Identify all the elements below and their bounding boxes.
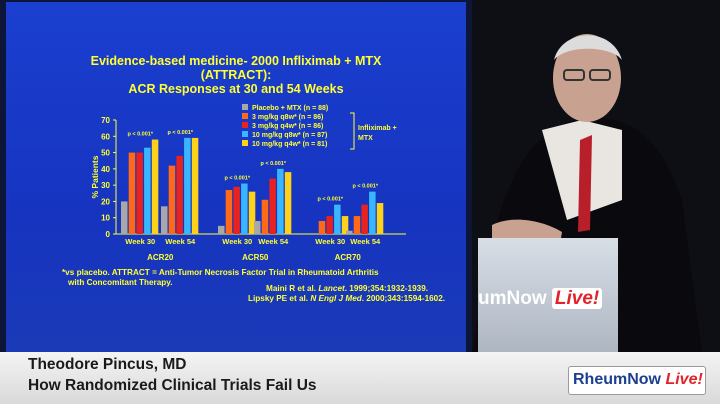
y-tick-label: 30 [101,181,110,190]
y-tick-label: 10 [101,214,110,223]
bar-acr20-week30-s2 [128,152,136,234]
pvalue-annotation: p < 0.001* [127,132,153,138]
legend-swatch-5 [242,140,248,146]
bar-acr50-week30-s5 [248,191,256,234]
bar-acr70-week30-s2 [318,220,326,234]
bar-acr50-week54-s2 [261,199,269,234]
group-label-acr70: ACR70 [335,253,362,262]
bar-acr50-week30-s1 [218,225,225,234]
bar-acr20-week54-s1 [161,206,168,234]
bar-acr70-week30-s5 [341,216,349,234]
group-label-acr20: ACR20 [147,253,174,262]
footnote-line-2: with Concomitant Therapy. [68,278,173,287]
slide: Evidence-based medicine- 2000 Infliximab… [6,2,466,352]
podium-logo: umNow Live! [478,288,608,318]
legend-swatch-2 [242,113,248,119]
timepoint-label: Week 54 [258,237,289,246]
bar-acr50-week54-s5 [284,172,292,234]
legend-swatch-3 [242,122,248,128]
bar-acr20-week30-s3 [136,152,143,234]
pvalue-annotation: p < 0.001* [260,161,286,167]
footnote-line-1: *vs placebo. ATTRACT = Anti-Tumor Necros… [62,268,379,277]
legend-entry-1: Placebo + MTX (n = 88) [252,105,328,112]
bar-acr70-week54-s2 [353,216,361,234]
legend-bracket-label-line1: Infliximab + [358,125,397,132]
bar-acr70-week54-s5 [376,203,384,234]
bar-acr50-week54-s3 [269,178,276,234]
legend-entry-5: 10 mg/kg q4w* (n = 81) [252,141,327,148]
pvalue-annotation: p < 0.001* [224,176,250,182]
group-label-acr50: ACR50 [242,253,269,262]
slide-title-line-1: Evidence-based medicine- 2000 Infliximab… [90,54,382,68]
y-tick-label: 0 [106,230,111,239]
pvalue-annotation: p < 0.001* [352,184,378,190]
pvalue-annotation: p < 0.001* [167,130,193,136]
slide-title-line-2: (ATTRACT): [200,68,272,82]
presentation-slide-area: Evidence-based medicine- 2000 Infliximab… [0,0,472,352]
timepoint-label: Week 54 [350,237,381,246]
legend-entry-3: 3 mg/kg q4w* (n = 86) [252,123,323,130]
timepoint-label: Week 30 [315,237,345,246]
bar-acr70-week54-s4 [369,191,376,234]
legend-swatch-1 [242,104,248,110]
bar-acr50-week54-s1 [254,220,261,234]
talk-title: How Randomized Clinical Trials Fail Us [28,377,317,394]
bar-acr70-week30-s4 [334,204,341,234]
legend-entry-4: 10 mg/kg q8w* (n = 87) [252,132,327,139]
bar-acr70-week54-s1 [346,230,353,234]
timepoint-label: Week 54 [165,237,196,246]
bar-acr20-week54-s2 [168,165,176,234]
bar-acr50-week30-s2 [225,190,233,234]
bar-acr70-week54-s3 [361,204,368,234]
y-tick-label: 60 [101,132,110,141]
rheumnow-live-logo: RheumNow Live! [568,366,706,395]
speaker-name: Theodore Pincus, MD [28,356,187,373]
legend-bracket-label-line2: MTX [358,135,373,142]
bar-acr50-week30-s4 [241,183,248,234]
pvalue-annotation: p < 0.001* [317,197,343,203]
timepoint-label: Week 30 [125,237,155,246]
y-tick-label: 40 [101,165,110,174]
bar-acr50-week30-s3 [233,186,240,234]
y-tick-label: 50 [101,149,110,158]
bar-acr20-week54-s3 [176,155,183,234]
acr-response-chart: 0 10 20 30 40 50 60 70 % Patients p < 0.001* Week … [90,104,406,262]
legend-entry-2: 3 mg/kg q8w* (n = 86) [252,114,323,121]
timepoint-label: Week 30 [222,237,252,246]
reference-maini: Maini R et al. Lancet. 1999;354:1932-193… [266,284,429,293]
bar-acr20-week54-s5 [191,137,199,234]
bar-acr20-week30-s5 [151,139,159,234]
y-tick-label: 20 [101,197,110,206]
bar-acr70-week30-s3 [326,216,333,234]
bar-acr20-week30-s1 [121,201,128,234]
bar-acr20-week54-s4 [184,137,191,234]
bar-acr50-week54-s4 [277,168,284,234]
y-tick-label: 70 [101,116,110,125]
slide-title-line-3: ACR Responses at 30 and 54 Weeks [128,82,344,96]
y-axis-title: % Patients [90,155,100,198]
reference-lipsky: Lipsky PE et al. N Engl J Med. 2000;343:… [248,294,446,303]
legend-swatch-4 [242,131,248,137]
legend-bracket [350,112,355,150]
bar-acr20-week30-s4 [144,147,151,234]
